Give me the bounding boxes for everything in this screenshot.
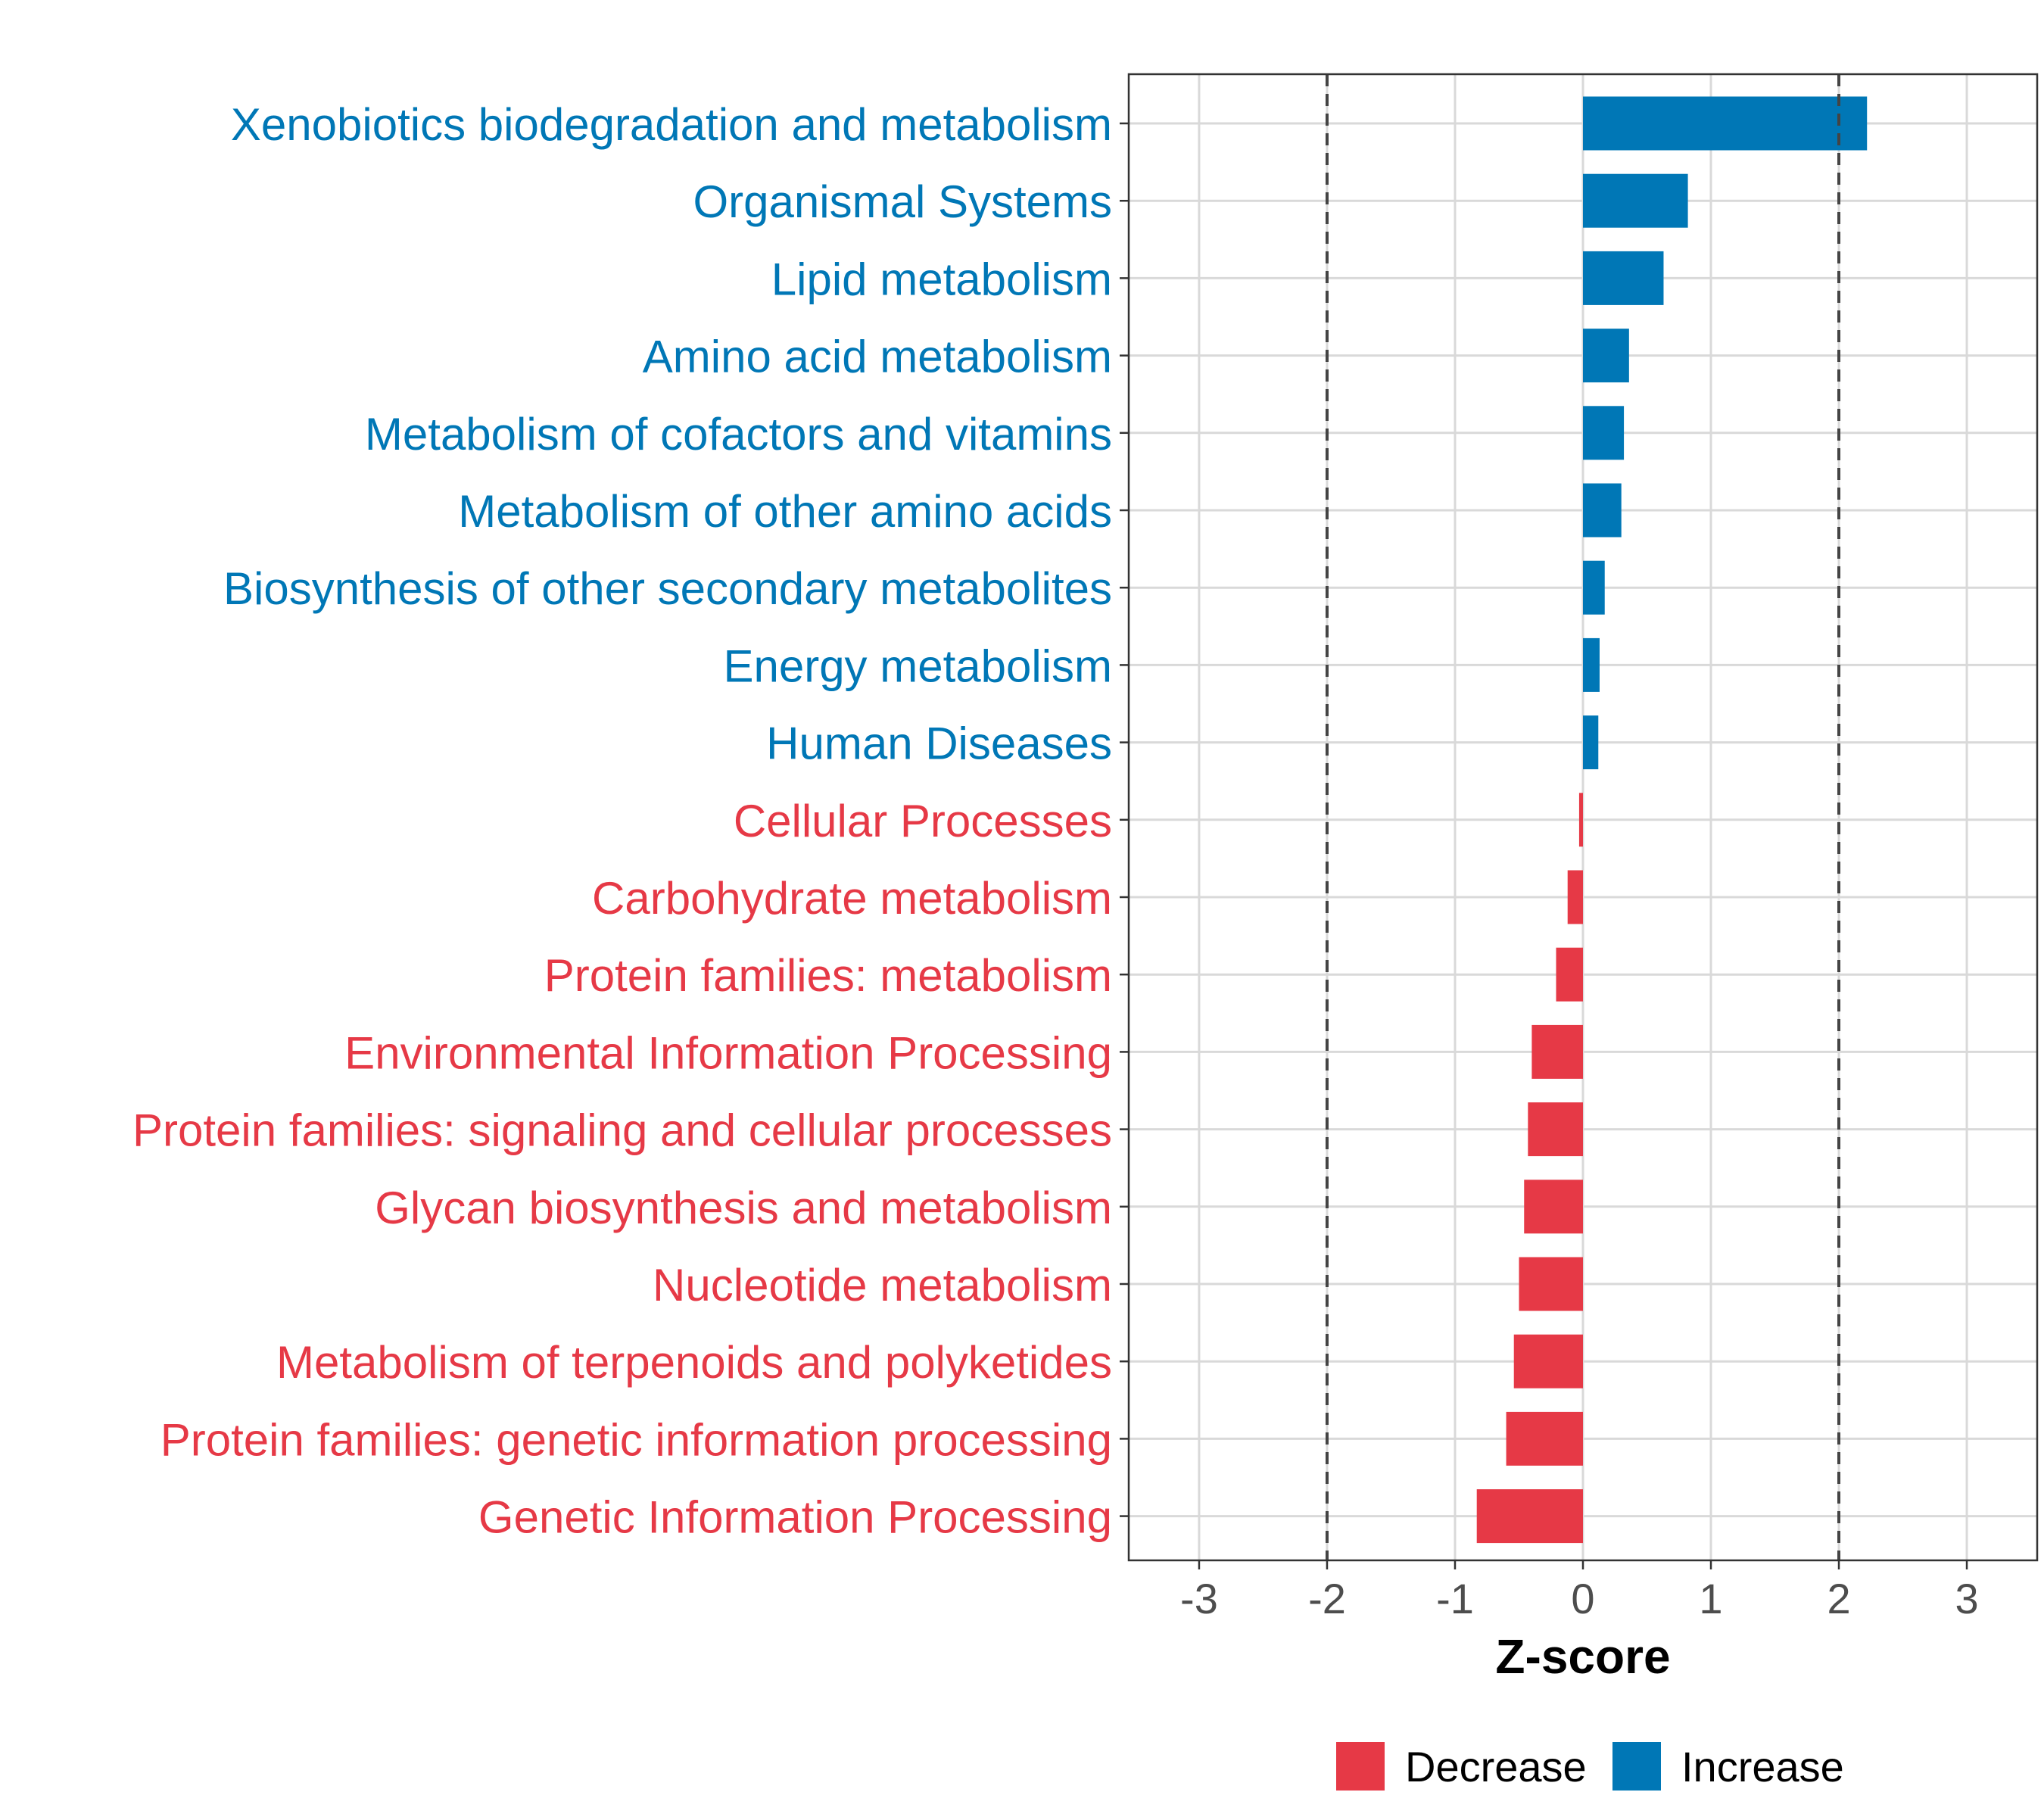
bar [1528,1102,1583,1157]
bar [1556,947,1583,1002]
bar [1567,870,1583,924]
bar [1583,251,1664,305]
legend-swatch [1336,1742,1385,1791]
category-label: Carbohydrate metabolism [592,873,1112,924]
category-label: Energy metabolism [723,640,1112,691]
x-axis-title: Z-score [1495,1629,1670,1684]
x-axis-tick-layer: -3 -2 -1 0 1 2 3 [1180,1560,1979,1622]
category-label: Amino acid metabolism [643,332,1112,382]
bar [1583,329,1629,383]
bar [1583,560,1605,615]
category-label: Human Diseases [766,718,1112,769]
legend-label: Increase [1681,1743,1844,1791]
category-label: Xenobiotics biodegradation and metabolis… [231,99,1112,150]
legend: Decrease Increase [1336,1742,1844,1791]
x-tick-label: -2 [1308,1575,1346,1622]
category-label: Organismal Systems [693,176,1112,227]
bar [1583,637,1600,692]
reference-line-layer [1325,74,1841,1560]
bar [1513,1334,1583,1388]
bar [1583,173,1688,228]
bar-layer [1476,96,1868,1544]
bar [1476,1489,1583,1544]
category-label: Metabolism of terpenoids and polyketides [276,1337,1112,1388]
bar [1583,406,1625,460]
bar [1531,1024,1583,1079]
bar [1519,1257,1583,1311]
category-label: Protein families: metabolism [544,950,1112,1001]
category-label-layer: Xenobiotics biodegradation and metabolis… [132,99,1129,1543]
bar [1506,1411,1583,1466]
category-label: Metabolism of other amino acids [458,486,1112,537]
category-label: Protein families: signaling and cellular… [132,1105,1112,1156]
category-label: Environmental Information Processing [344,1027,1112,1078]
category-label: Metabolism of cofactors and vitamins [365,409,1112,460]
category-label: Biosynthesis of other secondary metaboli… [223,563,1112,614]
category-label: Nucleotide metabolism [653,1260,1112,1311]
category-label: Lipid metabolism [771,254,1112,304]
bar [1583,96,1868,151]
category-label: Cellular Processes [734,796,1112,846]
x-tick-label: -3 [1180,1575,1218,1622]
bar [1583,715,1599,770]
bar [1578,793,1583,847]
bar [1583,483,1622,538]
x-tick-label: 0 [1571,1575,1594,1622]
bar [1524,1180,1583,1234]
legend-swatch [1612,1742,1661,1791]
x-tick-label: 1 [1699,1575,1722,1622]
x-tick-label: -1 [1436,1575,1474,1622]
x-tick-label: 3 [1955,1575,1978,1622]
category-label: Glycan biosynthesis and metabolism [375,1183,1112,1233]
category-label: Protein families: genetic information pr… [160,1414,1112,1465]
legend-label: Decrease [1405,1743,1587,1791]
category-label: Genetic Information Processing [478,1492,1112,1543]
x-tick-label: 2 [1827,1575,1850,1622]
